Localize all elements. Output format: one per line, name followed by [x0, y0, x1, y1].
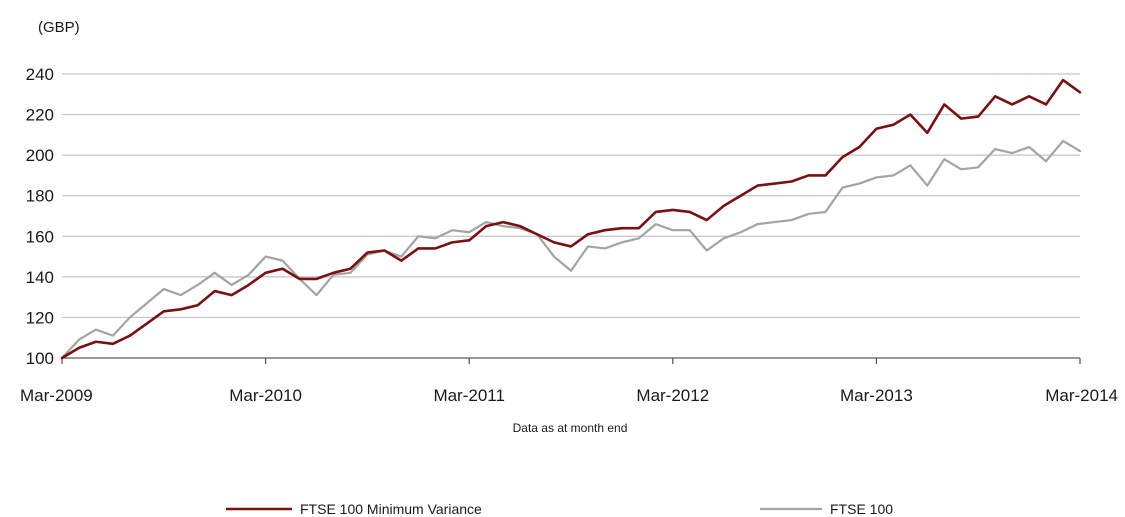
series-lines: [60, 78, 1082, 360]
x-tick-label: Mar-2014: [1045, 386, 1118, 405]
y-tick-label: 220: [26, 106, 54, 125]
x-tick-label: Mar-2009: [20, 386, 93, 405]
y-tick-label: 240: [26, 65, 54, 84]
y-tick-label: 140: [26, 268, 54, 287]
legend-label: FTSE 100: [830, 501, 893, 517]
y-tick-label: 120: [26, 308, 54, 327]
y-tick-label: 180: [26, 187, 54, 206]
gridlines: [62, 73, 1080, 319]
y-tick-label: 100: [26, 349, 54, 368]
y-axis-ticks: 100 120 140 160 180 200 220 240: [26, 65, 54, 368]
x-axis: Mar-2009 Mar-2010 Mar-2011 Mar-2012 Mar-2013…: [20, 357, 1118, 405]
y-tick-label: 200: [26, 146, 54, 165]
legend: FTSE 100 Minimum Variance FTSE 100: [226, 501, 893, 517]
y-tick-label: 160: [26, 227, 54, 246]
x-tick-label: Mar-2010: [229, 386, 302, 405]
y-axis-unit-label: (GBP): [38, 19, 80, 36]
x-axis-label: Data as at month end: [513, 421, 628, 435]
x-tick-label: Mar-2012: [636, 386, 709, 405]
series-line-ftse-100: [60, 139, 1082, 360]
legend-label: FTSE 100 Minimum Variance: [300, 501, 482, 517]
x-tick-label: Mar-2013: [840, 386, 913, 405]
series-line-ftse-100-minimum-variance: [60, 78, 1082, 360]
x-tick-label: Mar-2011: [433, 386, 505, 405]
